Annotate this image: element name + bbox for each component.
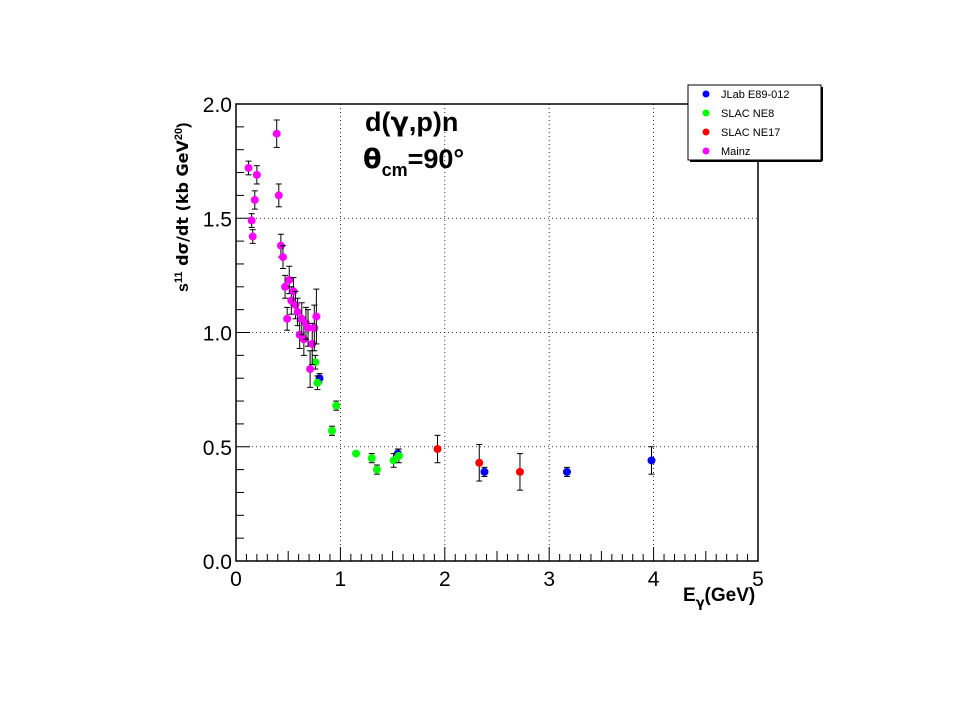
data-point <box>293 307 302 316</box>
y-tick-label: 2.0 <box>203 94 232 117</box>
y-tick-label: 1.0 <box>203 323 232 346</box>
x-tick-label: 5 <box>752 568 764 591</box>
x-tick-label: 1 <box>335 568 347 591</box>
x-tick-label: 2 <box>439 568 451 591</box>
x-tick-label: 4 <box>648 568 660 591</box>
data-point <box>313 378 322 387</box>
legend-marker <box>702 90 710 98</box>
legend-box <box>687 84 822 161</box>
data-point <box>291 301 300 310</box>
data-point <box>310 323 319 332</box>
legend-label: Mainz <box>721 146 750 158</box>
data-point <box>247 216 256 225</box>
data-point <box>304 323 313 332</box>
data-point <box>328 426 337 435</box>
legend-marker <box>702 109 710 117</box>
legend-marker <box>702 128 710 136</box>
data-point <box>306 365 315 374</box>
data-point <box>272 129 281 138</box>
data-point <box>372 465 381 474</box>
legend-label: JLab E89-012 <box>721 89 790 101</box>
data-point <box>250 195 259 204</box>
data-point <box>312 312 321 321</box>
y-tick-label: 1.5 <box>203 208 232 231</box>
y-tick-label: 0.0 <box>203 551 232 574</box>
series-mainz <box>244 119 321 388</box>
data-point <box>389 456 398 465</box>
data-point <box>515 467 524 476</box>
y-tick-label: 0.5 <box>203 437 232 460</box>
series-slac-ne8 <box>311 354 403 475</box>
data-point <box>475 458 484 467</box>
reaction-annotation: d(γ,p)n <box>365 107 458 138</box>
legend-label: SLAC NE17 <box>721 127 780 139</box>
plot-frame <box>235 103 759 562</box>
data-points <box>244 119 656 491</box>
data-point <box>283 314 292 323</box>
data-point <box>285 275 294 284</box>
y-axis-title: s11 dσ/dt (kb GeV20) <box>173 123 192 292</box>
series-jlab-e89-012 <box>315 373 656 477</box>
data-point <box>252 170 261 179</box>
x-axis-title: Eγ(GeV) <box>683 585 755 611</box>
series-slac-ne17 <box>433 434 524 491</box>
data-point <box>248 232 257 241</box>
data-point <box>480 467 489 476</box>
data-point <box>367 454 376 463</box>
x-tick-label: 0 <box>230 568 242 591</box>
data-point <box>332 401 341 410</box>
tick-labels: 0 1 2 3 4 5 0.0 0.5 1.0 1.5 2.0 <box>203 94 764 591</box>
data-point <box>433 445 442 454</box>
data-point <box>394 451 403 460</box>
grid <box>236 104 758 561</box>
data-point <box>244 163 253 172</box>
legend-marker <box>702 147 710 155</box>
data-point <box>278 253 287 262</box>
data-point <box>274 191 283 200</box>
legend-label: SLAC NE8 <box>721 108 774 120</box>
data-point <box>562 467 571 476</box>
x-tick-label: 3 <box>543 568 555 591</box>
angle-annotation: θcm=90° <box>363 144 464 180</box>
data-point <box>647 456 656 465</box>
data-point <box>352 449 361 458</box>
data-point <box>281 282 290 291</box>
legend: JLab E89-012 SLAC NE8 SLAC NE17 Mainz <box>687 84 823 162</box>
